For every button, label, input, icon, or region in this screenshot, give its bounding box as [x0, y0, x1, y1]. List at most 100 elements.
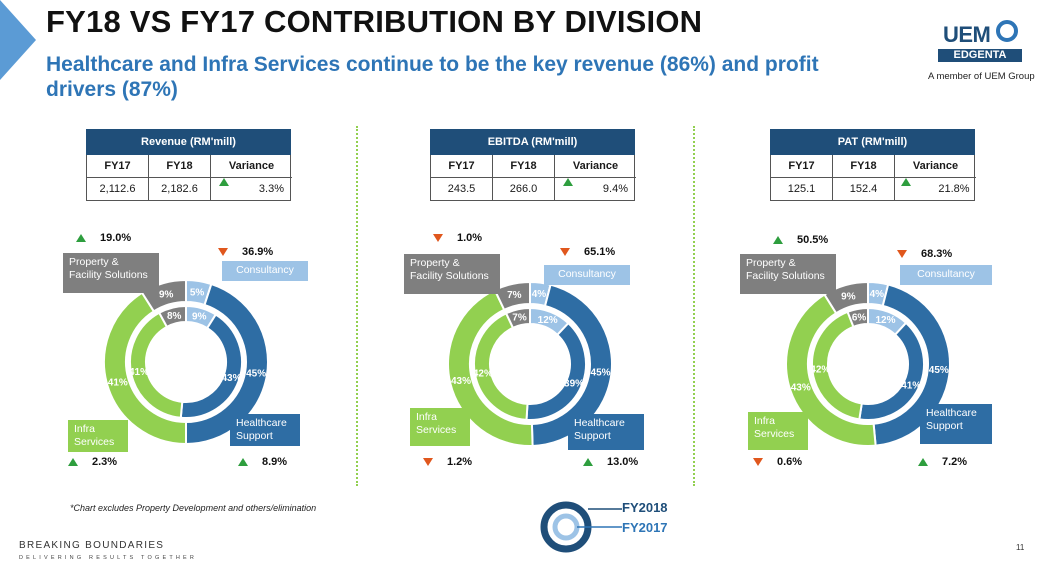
donut-chart-0: 5% 45% 41% 9% 9% 43% 41% 8%: [103, 278, 269, 446]
slice-label-inner-consultancy: 9%: [192, 311, 207, 322]
segment-label-property: Property & Facility Solutions: [740, 254, 836, 294]
footnote: *Chart excludes Property Development and…: [70, 503, 317, 513]
change-value: 19.0%: [100, 232, 132, 244]
logo-member-text: A member of UEM Group: [928, 71, 1035, 82]
segment-label-consultancy: Consultancy: [222, 261, 308, 281]
footer-tagline: BREAKING BOUNDARIES: [19, 540, 165, 551]
change-property: 50.5%: [773, 234, 828, 246]
slice-outer-property: [493, 280, 531, 312]
change-value: 1.2%: [447, 456, 473, 468]
cell-variance: 21.8%: [895, 178, 976, 200]
segment-label-property: Property & Facility Solutions: [63, 253, 159, 293]
cell-fy17: 125.1: [771, 178, 833, 200]
down-arrow-icon: [753, 458, 763, 467]
segment-label-healthcare: Healthcare Support: [230, 414, 300, 446]
variance-value: 3.3%: [258, 183, 284, 195]
ebitda-table: EBITDA (RM'mill) FY17 FY18 Variance 243.…: [430, 129, 636, 201]
slice-inner-property: [846, 306, 869, 329]
column-divider: [356, 126, 358, 486]
change-value: 68.3%: [921, 248, 953, 260]
change-property: 1.0%: [433, 232, 482, 244]
up-arrow-icon: [773, 236, 783, 245]
down-arrow-icon: [897, 250, 907, 259]
change-healthcare: 13.0%: [583, 456, 638, 468]
col-header: FY17: [431, 155, 493, 178]
change-value: 7.2%: [942, 456, 968, 468]
table-header: PAT (RM'mill): [770, 129, 975, 155]
col-header: FY17: [87, 155, 149, 178]
pat-table: PAT (RM'mill) FY17 FY18 Variance 125.1 1…: [770, 129, 976, 201]
change-consultancy: 65.1%: [560, 246, 615, 258]
variance-value: 9.4%: [602, 183, 628, 195]
legend-rings-icon: [540, 501, 622, 553]
segment-label-infra: Infra Services: [68, 420, 128, 452]
table-header: Revenue (RM'mill): [86, 129, 291, 155]
slice-label-outer-infra: 43%: [451, 376, 471, 387]
change-value: 50.5%: [797, 234, 829, 246]
slice-inner-property: [504, 306, 531, 330]
slice-label-outer-healthcare: 45%: [929, 365, 949, 376]
up-arrow-icon: [583, 458, 593, 467]
change-infra: 0.6%: [753, 456, 802, 468]
slice-label-outer-property: 9%: [841, 291, 856, 302]
legend-fy2017: FY2017: [622, 520, 668, 535]
change-value: 36.9%: [242, 246, 274, 258]
decorative-arrow: [0, 0, 36, 80]
down-arrow-icon: [433, 234, 443, 243]
cell-variance: 9.4%: [555, 178, 636, 200]
up-arrow-icon: [76, 234, 86, 243]
slice-label-outer-consultancy: 4%: [532, 289, 547, 300]
cell-fy17: 2,112.6: [87, 178, 149, 200]
slice-label-outer-property: 7%: [507, 290, 522, 301]
col-header: FY17: [771, 155, 833, 178]
change-healthcare: 8.9%: [238, 456, 287, 468]
table-header: EBITDA (RM'mill): [430, 129, 635, 155]
change-value: 65.1%: [584, 246, 616, 258]
page-number: 11: [1016, 543, 1025, 552]
cell-variance: 3.3%: [211, 178, 292, 200]
slice-label-inner-property: 6%: [852, 312, 867, 323]
up-arrow-icon: [238, 458, 248, 467]
col-header: FY18: [833, 155, 895, 178]
slice-label-inner-consultancy: 12%: [538, 315, 558, 326]
change-healthcare: 7.2%: [918, 456, 967, 468]
segment-label-infra: Infra Services: [410, 408, 470, 446]
segment-label-consultancy: Consultancy: [900, 265, 992, 285]
change-infra: 2.3%: [68, 456, 117, 468]
up-arrow-icon: [218, 178, 229, 186]
slice-label-inner-consultancy: 12%: [875, 315, 895, 326]
change-value: 0.6%: [777, 456, 803, 468]
change-value: 2.3%: [92, 456, 118, 468]
logo-globe-icon: [996, 20, 1018, 42]
change-value: 13.0%: [607, 456, 639, 468]
down-arrow-icon: [560, 248, 570, 257]
slice-label-inner-infra: 42%: [473, 368, 493, 379]
col-header: FY18: [493, 155, 555, 178]
footer-subtagline: DELIVERING RESULTS TOGETHER: [19, 555, 198, 561]
slice-label-outer-property: 9%: [159, 289, 174, 300]
cell-fy18: 266.0: [493, 178, 555, 200]
cell-fy18: 152.4: [833, 178, 895, 200]
col-header: Variance: [211, 155, 292, 178]
up-arrow-icon: [562, 178, 573, 186]
slice-label-inner-infra: 41%: [129, 367, 149, 378]
segment-label-consultancy: Consultancy: [544, 265, 630, 285]
slice-label-outer-consultancy: 5%: [190, 287, 205, 298]
segment-label-infra: Infra Services: [748, 412, 808, 450]
slice-label-inner-property: 7%: [512, 313, 527, 324]
change-property: 19.0%: [76, 232, 131, 244]
change-infra: 1.2%: [423, 456, 472, 468]
revenue-table: Revenue (RM'mill) FY17 FY18 Variance 2,1…: [86, 129, 292, 201]
col-header: Variance: [895, 155, 976, 178]
logo-edgenta-text: EDGENTA: [938, 49, 1022, 62]
up-arrow-icon: [918, 458, 928, 467]
legend-fy2018: FY2018: [622, 500, 668, 515]
segment-label-property: Property & Facility Solutions: [404, 254, 500, 294]
col-header: FY18: [149, 155, 211, 178]
slice-label-inner-healthcare: 39%: [564, 379, 584, 390]
cell-fy18: 2,182.6: [149, 178, 211, 200]
slice-label-outer-healthcare: 45%: [246, 369, 266, 380]
logo-uem-text: UEM: [943, 22, 991, 47]
change-value: 1.0%: [457, 232, 483, 244]
slice-outer-healthcare: [530, 283, 613, 447]
